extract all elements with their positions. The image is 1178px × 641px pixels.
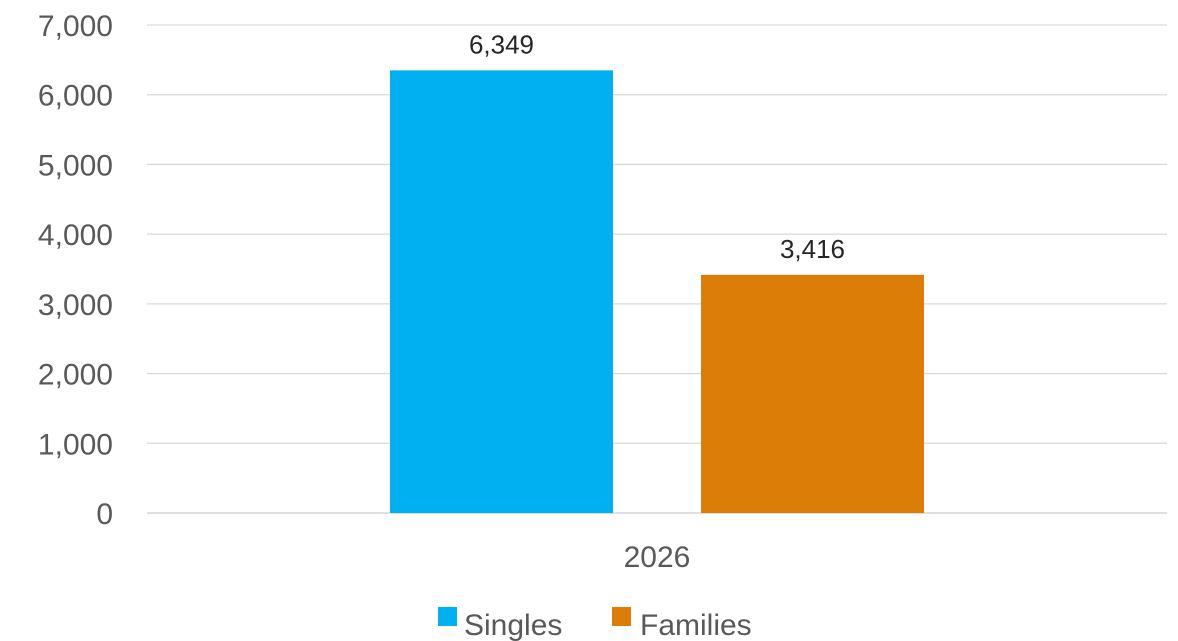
legend-label-singles: Singles <box>464 609 562 641</box>
data-label-families: 3,416 <box>780 234 845 264</box>
x-category-label: 2026 <box>624 541 691 574</box>
y-tick-label: 5,000 <box>38 149 113 182</box>
y-tick-label: 4,000 <box>38 219 113 252</box>
y-tick-label: 2,000 <box>38 359 113 392</box>
legend-swatch-families <box>612 607 631 626</box>
y-tick-label: 7,000 <box>38 10 113 43</box>
y-tick-label: 6,000 <box>38 80 113 113</box>
data-label-singles: 6,349 <box>469 29 534 59</box>
y-tick-label: 1,000 <box>38 428 113 461</box>
legend-swatch-singles <box>438 607 457 626</box>
x-axis-category-labels: 2026 <box>624 541 691 574</box>
legend-label-families: Families <box>640 609 752 641</box>
data-labels: 6,349 3,416 <box>469 29 845 263</box>
bar-singles <box>390 70 613 513</box>
bars <box>390 70 924 513</box>
gridlines <box>147 24 1167 514</box>
y-tick-label: 0 <box>96 498 113 531</box>
y-tick-label: 3,000 <box>38 289 113 322</box>
y-axis-tick-labels: 0 1,000 2,000 3,000 4,000 5,000 6,000 7,000 <box>38 10 113 531</box>
bar-families <box>701 274 924 513</box>
legend: Singles Families <box>438 607 752 641</box>
